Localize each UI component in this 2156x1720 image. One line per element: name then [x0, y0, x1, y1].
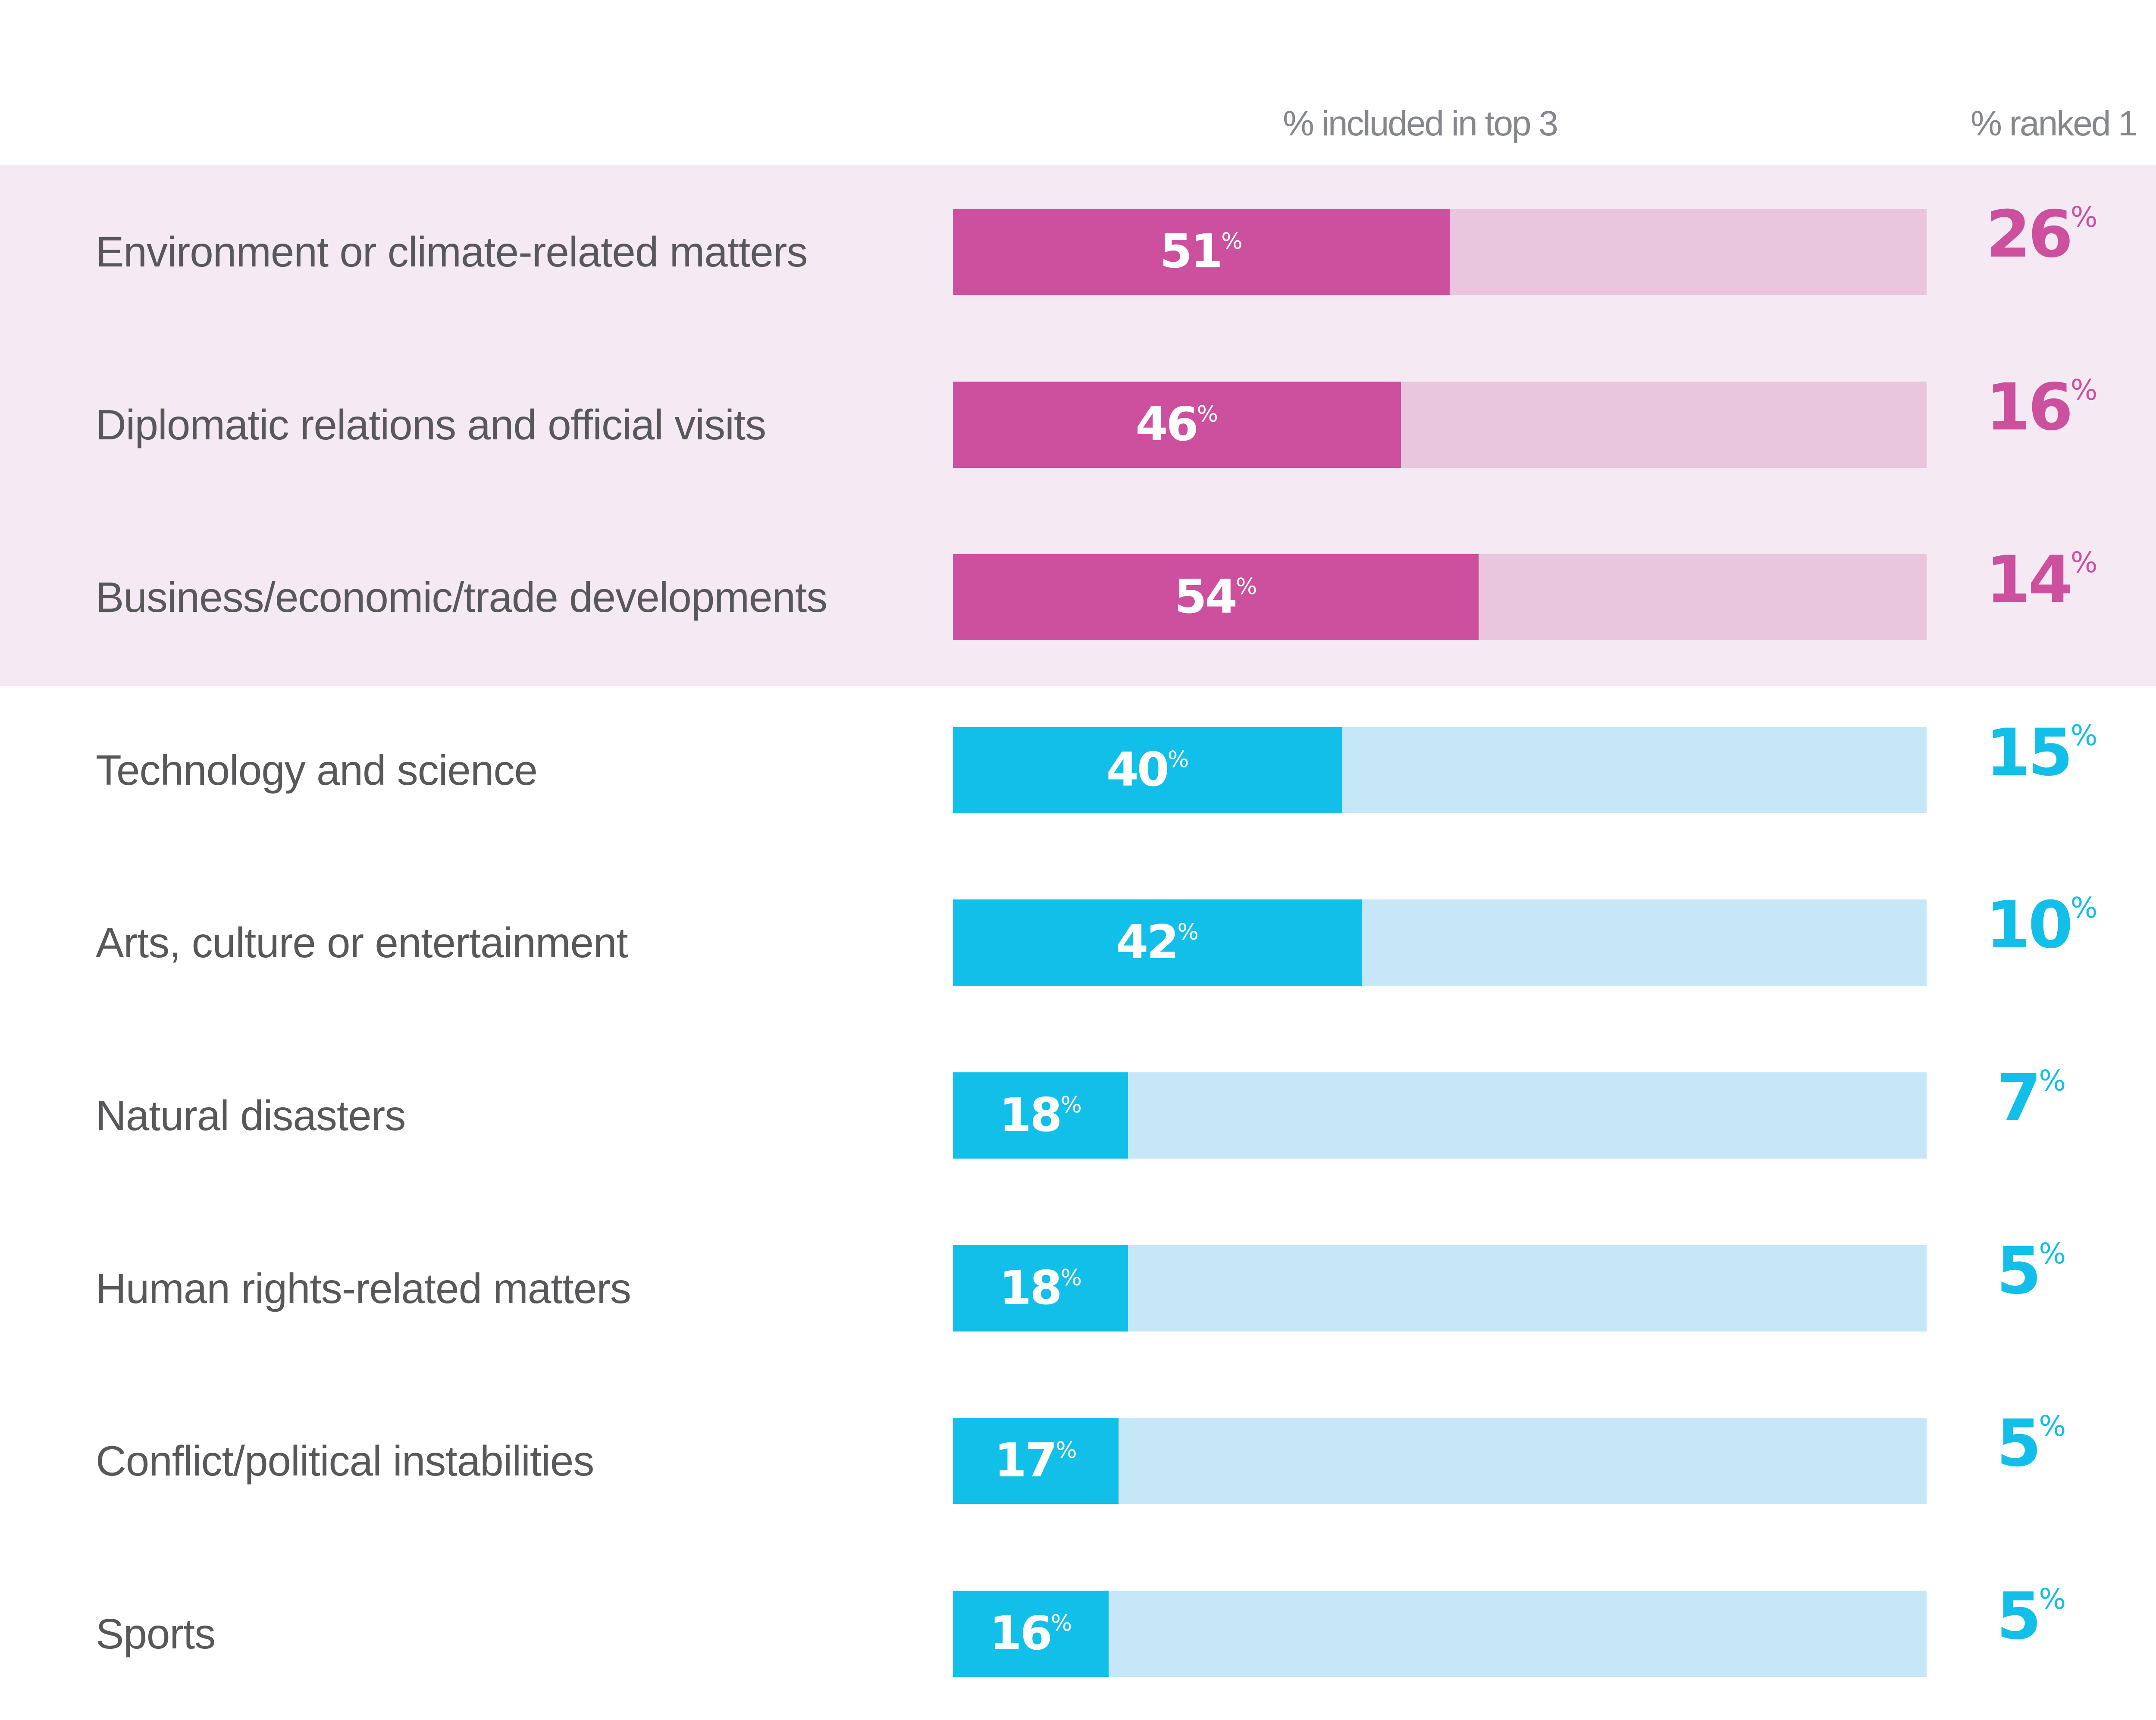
bar-fill [953, 727, 1343, 813]
category-label: Arts, culture or entertainment [96, 919, 628, 967]
bar-value-number: 16 [989, 1606, 1053, 1660]
percent-sign: % [1167, 746, 1189, 773]
chart-row: Conflict/political instabilities 17% 5% [0, 1375, 2156, 1547]
bar-fill [953, 1590, 1109, 1677]
bar-value-label: 51% [1160, 209, 1243, 295]
bar-fill [953, 1418, 1119, 1504]
ranked1-value: 7% [1996, 1055, 2066, 1141]
bar-fill [953, 381, 1401, 468]
bar-fill [953, 209, 1450, 295]
bar-track: 54% [953, 554, 1927, 641]
bar-value-label: 18% [999, 1072, 1082, 1159]
percent-sign: % [2070, 546, 2098, 580]
category-label: Conflict/political instabilities [96, 1437, 594, 1485]
percent-sign: % [1060, 1092, 1082, 1118]
bar-track: 18% [953, 1245, 1927, 1332]
bar-track: 18% [953, 1072, 1927, 1159]
bar-value-label: 17% [994, 1418, 1077, 1504]
bar-value-number: 40 [1106, 743, 1169, 797]
percent-sign: % [2039, 1410, 2066, 1443]
bar-fill [953, 554, 1479, 641]
ranked1-value: 5% [1996, 1400, 2066, 1487]
ranked1-number: 26 [1986, 197, 2073, 272]
percent-sign: % [1221, 229, 1243, 254]
chart-row: Natural disasters 18% 7% [0, 1029, 2156, 1202]
percent-sign: % [1060, 1265, 1082, 1291]
category-label: Business/economic/trade developments [96, 573, 827, 621]
ranked1-value: 5% [1996, 1573, 2066, 1660]
bar-fill [953, 899, 1362, 986]
topic-ranking-chart: % included in top 3 % ranked 1 Environme… [0, 104, 2156, 1677]
bar-track: 42% [953, 899, 1927, 986]
bar-value-number: 17 [994, 1434, 1057, 1488]
bar-track: 51% [953, 209, 1927, 295]
ranked1-number: 14 [1986, 542, 2073, 618]
header-top3: % included in top 3 [1283, 104, 1558, 143]
ranked1-value: 26% [1986, 191, 2097, 278]
category-label: Environment or climate-related matters [96, 228, 808, 276]
chart-row: Environment or climate-related matters 51… [0, 166, 2156, 338]
chart-row: Business/economic/trade developments 54% 1… [0, 511, 2156, 683]
ranked1-value: 16% [1986, 364, 2097, 451]
percent-sign: % [1177, 919, 1199, 946]
chart-row: Technology and science 40% 15% [0, 684, 2156, 856]
percent-sign: % [2039, 1237, 2066, 1270]
ranked1-value: 10% [1986, 882, 2097, 968]
bar-value-number: 54 [1174, 570, 1238, 624]
ranked1-number: 7 [1996, 1061, 2041, 1136]
category-label: Human rights-related matters [96, 1264, 631, 1312]
bar-track: 40% [953, 727, 1927, 813]
bar-fill [953, 1245, 1128, 1332]
category-label: Technology and science [96, 746, 538, 794]
percent-sign: % [2070, 718, 2098, 752]
bar-value-number: 51 [1159, 225, 1223, 279]
bar-value-number: 46 [1135, 397, 1198, 451]
ranked1-value: 5% [1996, 1228, 2066, 1314]
chart-row: Diplomatic relations and official visits… [0, 338, 2156, 511]
percent-sign: % [1197, 401, 1219, 427]
bar-value-label: 16% [990, 1591, 1072, 1677]
bar-value-number: 42 [1116, 915, 1179, 970]
ranked1-number: 5 [1996, 1233, 2041, 1309]
bar-track: 16% [953, 1590, 1927, 1677]
ranked1-value: 14% [1986, 537, 2097, 623]
ranked1-number: 5 [1996, 1406, 2041, 1482]
ranked1-number: 10 [1986, 888, 2073, 963]
bar-fill [953, 1072, 1128, 1159]
category-label: Diplomatic relations and official visits [96, 401, 766, 448]
bar-track: 46% [953, 381, 1927, 468]
bar-value-label: 40% [1106, 727, 1189, 813]
bar-value-label: 46% [1135, 382, 1218, 468]
ranked1-number: 15 [1986, 715, 2073, 790]
bar-value-label: 18% [999, 1245, 1082, 1332]
category-label: Natural disasters [96, 1092, 406, 1139]
percent-sign: % [2039, 1064, 2066, 1097]
ranked1-number: 16 [1986, 370, 2073, 445]
percent-sign: % [1235, 574, 1257, 600]
percent-sign: % [2070, 201, 2098, 234]
percent-sign: % [2070, 891, 2098, 925]
percent-sign: % [1056, 1438, 1077, 1464]
percent-sign: % [2039, 1582, 2066, 1616]
bar-value-label: 54% [1175, 554, 1257, 640]
bar-value-label: 42% [1116, 899, 1199, 986]
percent-sign: % [1050, 1610, 1072, 1636]
header-ranked1: % ranked 1 [1971, 104, 2138, 143]
bar-value-number: 18 [999, 1088, 1062, 1142]
chart-row: Arts, culture or entertainment 42% 10% [0, 856, 2156, 1029]
ranked1-value: 15% [1986, 710, 2097, 796]
chart-row: Sports 16% 5% [0, 1548, 2156, 1720]
category-label: Sports [96, 1610, 216, 1657]
bar-value-number: 18 [999, 1261, 1062, 1315]
percent-sign: % [2070, 373, 2098, 407]
ranked1-number: 5 [1996, 1579, 2041, 1654]
chart-row: Human rights-related matters 18% 5% [0, 1202, 2156, 1375]
bar-track: 17% [953, 1418, 1927, 1504]
